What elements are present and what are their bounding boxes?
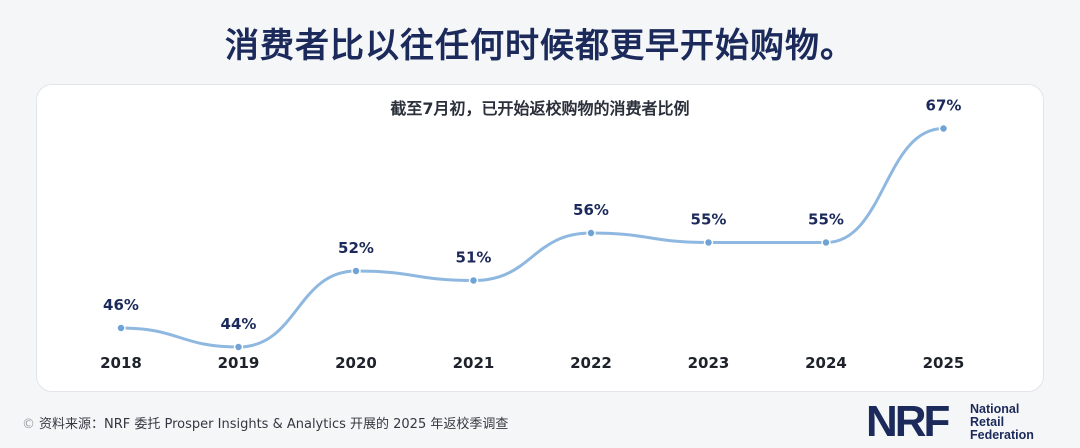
nrf-brand: NRF National Retail Federation [866, 400, 1056, 444]
x-tick-label: 2022 [570, 354, 612, 372]
data-point [821, 237, 831, 248]
x-tick-label: 2020 [335, 354, 377, 372]
data-point [703, 237, 714, 248]
data-label: 56% [573, 201, 609, 219]
data-label: 67% [926, 97, 962, 115]
chart-title: 截至7月初，已开始返校购物的消费者比例 [390, 99, 690, 118]
data-point [468, 275, 479, 286]
nrf-logo: NRF [866, 397, 950, 446]
data-label: 55% [691, 211, 727, 229]
org-name-line: Federation [970, 428, 1034, 442]
data-point [586, 228, 596, 238]
data-label: 44% [221, 315, 257, 333]
data-label: 51% [456, 249, 492, 267]
line-chart: 46% 2018 44% 2019 52% 2020 51% 2021 56% 2022 55% 20… [100, 97, 965, 373]
data-label: 46% [103, 296, 139, 314]
x-tick-label: 2023 [688, 354, 730, 372]
chart-card: 截至7月初，已开始返校购物的消费者比例 46% 2018 44% 2019 52% 202… [36, 84, 1044, 392]
data-label: 55% [808, 211, 844, 229]
source-text: 资料来源：NRF 委托 Prosper Insights & Analytics… [39, 417, 509, 432]
x-tick-label: 2019 [218, 354, 260, 372]
x-tick-label: 2024 [805, 354, 847, 372]
org-name: National Retail Federation [970, 403, 1034, 442]
x-tick-label: 2018 [100, 354, 142, 372]
data-point [938, 123, 949, 134]
org-name-line: National [970, 402, 1020, 416]
data-point [351, 266, 361, 276]
data-label: 52% [338, 239, 374, 257]
source-note: © 资料来源：NRF 委托 Prosper Insights & Analytic… [22, 413, 508, 432]
copyright-mark: © [22, 417, 35, 432]
x-tick-label: 2025 [923, 354, 965, 372]
data-point [233, 342, 244, 352]
x-tick-label: 2021 [453, 354, 495, 372]
page-headline: 消费者比以往任何时候都更早开始购物。 [225, 26, 855, 66]
org-name-line: Retail [970, 415, 1005, 429]
data-point [116, 323, 126, 333]
